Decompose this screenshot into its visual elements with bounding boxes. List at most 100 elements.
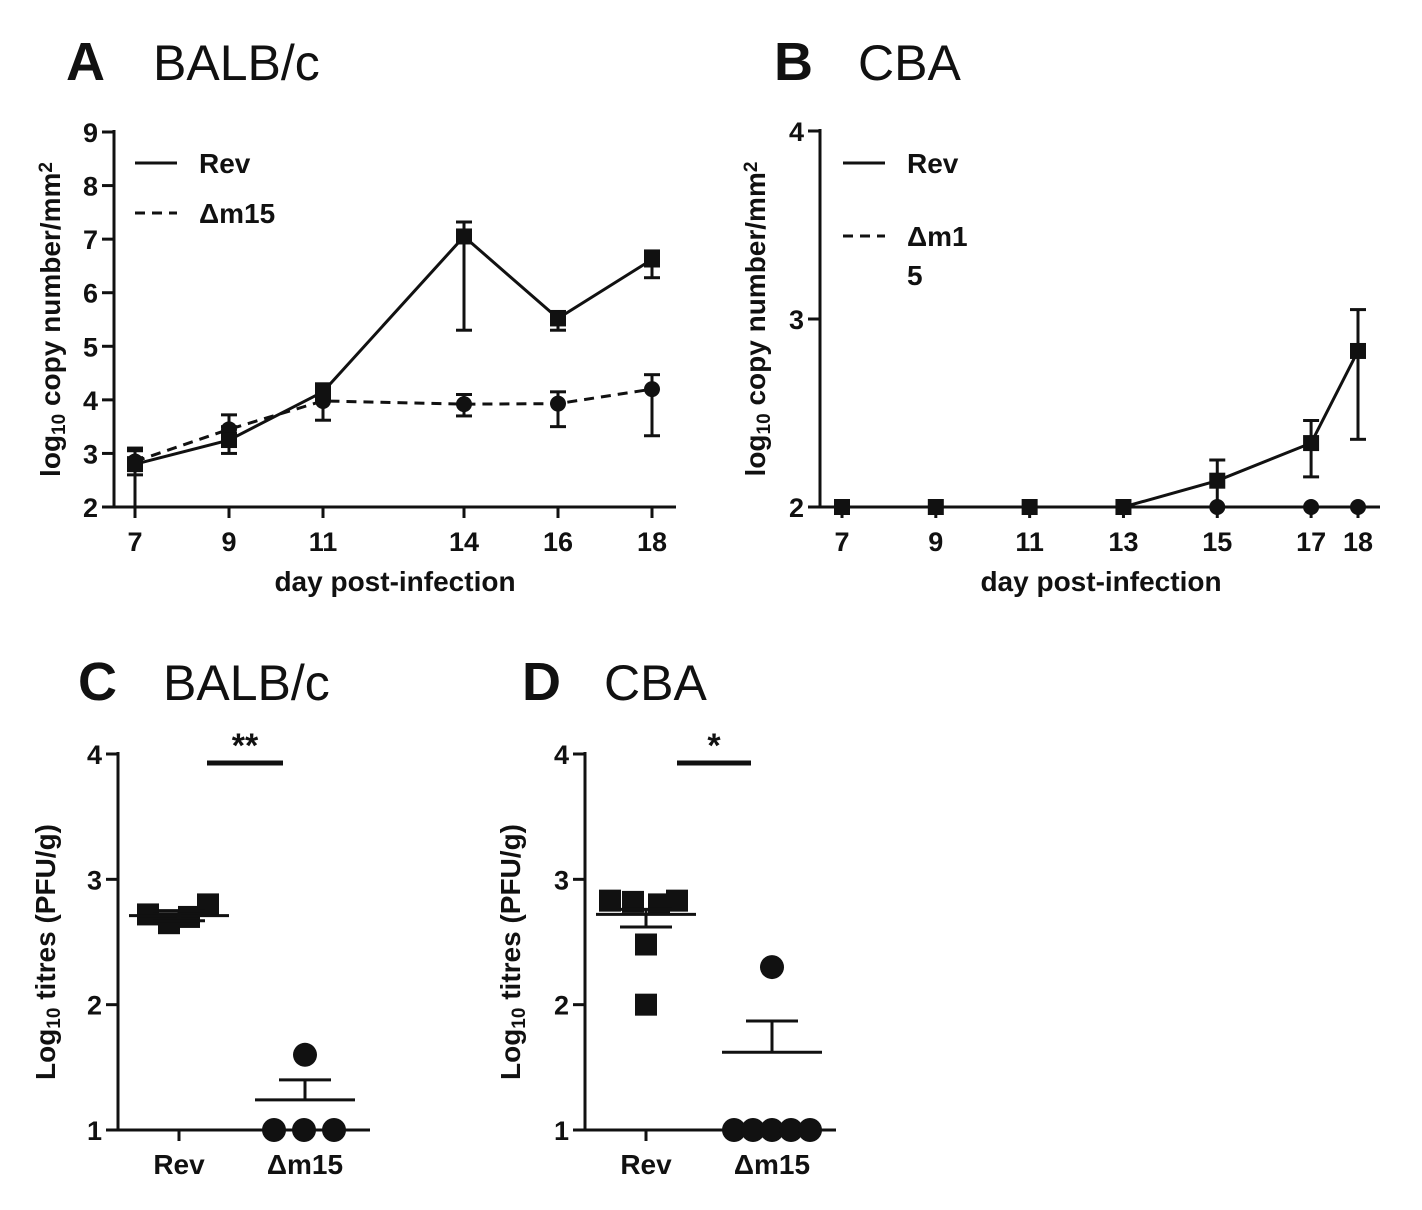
x-category-label: Δm15 — [267, 1149, 343, 1180]
data-point-dm15 — [550, 395, 566, 412]
y-tick-label: 4 — [87, 740, 102, 770]
y-tick-label: 8 — [83, 172, 98, 202]
data-point-rev — [315, 383, 331, 400]
data-point-dm15 — [779, 1118, 803, 1142]
y-tick-label: 9 — [83, 118, 98, 148]
data-point-rev — [635, 933, 657, 956]
data-point-dm15 — [741, 1118, 765, 1142]
y-axis-label-subscript: 10 — [49, 414, 70, 435]
panel-B: B CBA 2 3 4 7 9 11 13 15 17 18 day post-infection log… — [740, 32, 1380, 597]
panel-label: D — [522, 652, 561, 712]
series-line-rev — [134, 234, 653, 466]
data-point-rev — [599, 889, 621, 912]
y-tick-label: 3 — [789, 305, 804, 335]
data-point-rev — [666, 889, 688, 912]
y-axis-label: log10 copy number/mm2 — [740, 162, 775, 477]
data-point-rev — [622, 890, 644, 913]
y-tick-label: 4 — [789, 117, 804, 147]
panel-title: CBA — [604, 655, 707, 711]
data-point-rev — [1303, 435, 1320, 452]
y-axis-label-main: Log — [495, 1029, 526, 1080]
legend-label-wrap: 5 — [907, 260, 923, 291]
legend-label: Δm15 — [199, 198, 275, 229]
y-tick-label: 1 — [554, 1116, 569, 1146]
data-point-rev — [221, 432, 237, 449]
y-tick-label: 2 — [87, 991, 102, 1021]
data-point-rev — [1021, 499, 1038, 515]
data-point-dm15 — [722, 1118, 746, 1142]
y-axis-label-rest: titres (PFU/g) — [30, 824, 61, 1008]
x-tick-label: 7 — [127, 527, 142, 557]
data-point-dm15 — [322, 1118, 346, 1142]
y-axis-label: log10 copy number/mm2 — [35, 162, 70, 477]
y-tick-label: 1 — [87, 1116, 102, 1146]
y-axis-label-rest: copy number/mm — [740, 172, 771, 413]
panel-title: BALB/c — [163, 655, 330, 711]
x-axis-label: day post-infection — [980, 566, 1221, 597]
series-line-dm15 — [134, 387, 653, 463]
panel-label: B — [774, 32, 813, 92]
significance-stars: * — [707, 727, 721, 765]
y-tick-label: 3 — [87, 865, 102, 895]
data-point-rev — [456, 228, 472, 245]
x-tick-label: 18 — [637, 527, 667, 557]
data-point-dm15 — [262, 1118, 286, 1142]
x-axis-label: day post-infection — [274, 566, 515, 597]
y-axis-label-superscript: 2 — [36, 162, 57, 173]
y-tick-label: 2 — [83, 493, 98, 523]
y-axis-label-rest: titres (PFU/g) — [495, 824, 526, 1008]
x-tick-label: 11 — [309, 527, 338, 557]
x-tick-label: 9 — [928, 527, 943, 557]
data-point-rev — [927, 499, 944, 515]
x-tick-label: 9 — [221, 527, 236, 557]
y-tick-label: 3 — [83, 439, 98, 469]
data-point-rev — [127, 456, 143, 473]
x-tick-label: 15 — [1202, 527, 1232, 557]
y-tick-label: 6 — [83, 279, 98, 309]
y-axis-label-main: Log — [30, 1029, 61, 1080]
x-tick-label: 13 — [1108, 527, 1138, 557]
x-tick-label: 18 — [1343, 527, 1373, 557]
panel-label: A — [66, 32, 105, 92]
data-point-dm15 — [760, 955, 784, 980]
data-point-dm15 — [456, 396, 472, 413]
data-point-rev — [158, 912, 180, 935]
y-tick-label: 4 — [83, 386, 98, 416]
series-line-rev — [842, 350, 1360, 509]
data-point-rev — [1115, 499, 1132, 515]
y-axis-label-rest: copy number/mm — [35, 173, 66, 414]
data-point-rev — [834, 499, 850, 515]
legend-label: Δm1 — [907, 221, 968, 252]
data-point-dm15 — [644, 381, 660, 398]
data-point-dm15 — [1303, 499, 1320, 515]
data-point-dm15 — [292, 1118, 316, 1142]
legend-label: Rev — [199, 148, 251, 179]
panel-label: C — [78, 652, 117, 712]
panel-D: D CBA 1 2 3 4 Rev Δm15 Log10 titres (PFU/g) * — [495, 652, 836, 1180]
y-axis-label-subscript: 10 — [754, 413, 775, 434]
legend-label: Rev — [907, 148, 959, 179]
y-axis-label-subscript: 10 — [44, 1008, 65, 1029]
y-axis-label-main: log — [740, 434, 771, 476]
y-axis-label-main: log — [35, 435, 66, 477]
x-tick-label: 16 — [543, 527, 573, 557]
y-axis-label-subscript: 10 — [509, 1008, 530, 1029]
y-tick-label: 3 — [554, 865, 569, 895]
legend: Rev Δm1 5 — [843, 148, 968, 291]
y-axis-label: Log10 titres (PFU/g) — [30, 824, 65, 1080]
x-category-label: Δm15 — [734, 1149, 810, 1180]
x-category-label: Rev — [620, 1149, 672, 1180]
data-point-dm15 — [1350, 499, 1366, 515]
panel-C: C BALB/c 1 2 3 4 Rev Δm15 Log10 titres (PFU/g) ** — [30, 652, 370, 1180]
x-tick-label: 7 — [834, 527, 849, 557]
legend: Rev Δm15 — [135, 148, 275, 229]
data-point-dm15 — [293, 1042, 317, 1067]
panel-title: BALB/c — [153, 35, 320, 91]
y-axis-label-superscript: 2 — [741, 162, 762, 173]
x-tick-label: 17 — [1296, 527, 1326, 557]
data-point-rev — [644, 251, 660, 268]
y-tick-label: 7 — [83, 225, 98, 255]
data-point-dm15 — [798, 1118, 822, 1142]
x-tick-label: 11 — [1015, 527, 1044, 557]
